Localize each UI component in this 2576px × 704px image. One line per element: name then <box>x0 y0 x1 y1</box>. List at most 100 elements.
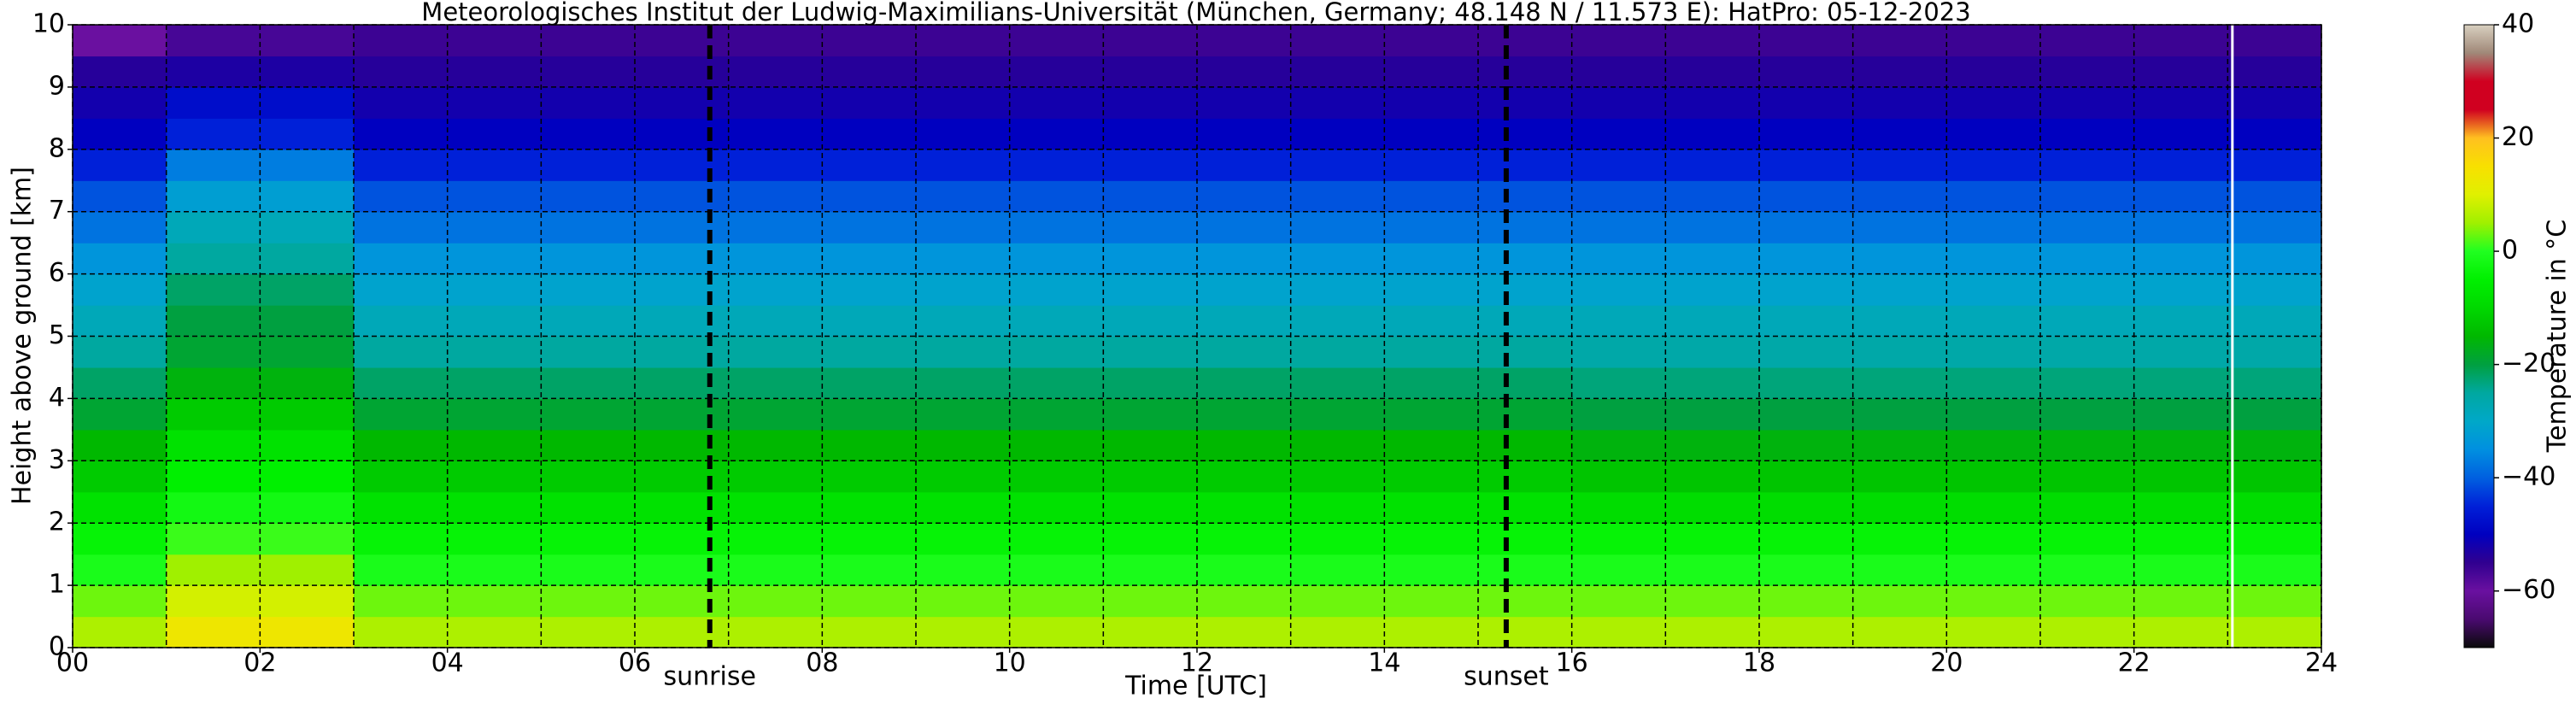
heatmap-cell <box>635 336 730 368</box>
heatmap-cell <box>916 554 1011 586</box>
heatmap-cell <box>354 429 449 461</box>
heatmap-cell <box>916 429 1011 461</box>
heatmap-cell <box>1759 461 1854 493</box>
heatmap-cell <box>1290 367 1385 399</box>
heatmap-cell <box>1852 554 1947 586</box>
heatmap-cell <box>1946 491 2041 524</box>
heatmap-cell <box>73 118 167 150</box>
heatmap-cell <box>73 305 167 337</box>
heatmap-cell <box>260 56 355 88</box>
heatmap-cell <box>354 367 449 399</box>
heatmap-cell <box>166 180 261 213</box>
heatmap-cell <box>447 86 542 119</box>
chart-title: Meteorologisches Institut der Ludwig-Max… <box>421 0 1970 26</box>
heatmap-cell <box>166 461 261 493</box>
heatmap-cell <box>2040 585 2135 618</box>
heatmap-cell <box>2040 523 2135 555</box>
heatmap-cell <box>2227 56 2322 88</box>
heatmap-cell <box>1009 180 1104 213</box>
heatmap-cell <box>2133 149 2228 181</box>
heatmap-cell <box>2227 305 2322 337</box>
heatmap-cell <box>728 367 823 399</box>
heatmap-cell <box>2133 367 2228 399</box>
heatmap-cell <box>1290 429 1385 461</box>
heatmap-cell <box>166 554 261 586</box>
heatmap-cell <box>73 398 167 431</box>
heatmap-cell <box>635 491 730 524</box>
heatmap-cell <box>1946 273 2041 306</box>
heatmap-cell <box>1759 180 1854 213</box>
heatmap-cell <box>1665 243 1760 275</box>
heatmap-cell <box>1009 336 1104 368</box>
heatmap-cell <box>1665 585 1760 618</box>
heatmap-cell <box>916 273 1011 306</box>
heatmap-cell <box>728 585 823 618</box>
heatmap-cell <box>260 554 355 586</box>
heatmap-cell <box>1103 243 1198 275</box>
heatmap-cell <box>1852 398 1947 431</box>
heatmap-cell <box>1852 149 1947 181</box>
heatmap-cell <box>822 367 917 399</box>
heatmap-cell <box>2133 86 2228 119</box>
heatmap-cell <box>1852 336 1947 368</box>
heatmap-cell <box>2040 336 2135 368</box>
heatmap-cell <box>1290 243 1385 275</box>
heatmap-cell <box>1384 585 1479 618</box>
heatmap-cell <box>2133 491 2228 524</box>
heatmap-cell <box>1852 367 1947 399</box>
y-tick-label: 3 <box>49 445 65 475</box>
heatmap-cell <box>728 56 823 88</box>
heatmap-cell <box>354 211 449 243</box>
heatmap-cell <box>822 398 917 431</box>
heatmap-cell <box>1103 461 1198 493</box>
heatmap-cell <box>1571 243 1666 275</box>
heatmap-cell <box>447 429 542 461</box>
heatmap-cell <box>916 211 1011 243</box>
heatmap-cell <box>1571 491 1666 524</box>
x-tick-label: 20 <box>1930 648 1963 678</box>
heatmap-cell <box>447 25 542 57</box>
heatmap-cell <box>260 616 355 648</box>
heatmap-cell <box>1665 273 1760 306</box>
heatmap-cell <box>1571 56 1666 88</box>
heatmap-cell <box>1759 585 1854 618</box>
heatmap-cell <box>354 616 449 648</box>
heatmap-cell <box>1103 616 1198 648</box>
heatmap-cell <box>1478 585 1573 618</box>
heatmap-cell <box>2133 273 2228 306</box>
heatmap-cell <box>1946 211 2041 243</box>
colorbar <box>2463 24 2495 648</box>
heatmap-cell <box>1290 554 1385 586</box>
heatmap-cell <box>2133 25 2228 57</box>
heatmap-cell <box>260 180 355 213</box>
heatmap-cell <box>1571 305 1666 337</box>
y-axis-label: Height above ground [km] <box>8 167 38 505</box>
heatmap-cell <box>73 56 167 88</box>
y-tick-label: 5 <box>49 320 65 350</box>
heatmap-cell <box>1290 305 1385 337</box>
heatmap-cell <box>2227 180 2322 213</box>
heatmap-cell <box>73 180 167 213</box>
heatmap-cell <box>1571 118 1666 150</box>
heatmap-cell <box>1290 273 1385 306</box>
heatmap-cell <box>1103 429 1198 461</box>
heatmap-cell <box>1946 180 2041 213</box>
heatmap-cell <box>916 461 1011 493</box>
heatmap-cell <box>1478 398 1573 431</box>
heatmap-cell <box>1290 211 1385 243</box>
heatmap-cell <box>1852 429 1947 461</box>
heatmap-cell <box>541 616 636 648</box>
heatmap-cell <box>73 616 167 648</box>
heatmap-cell <box>166 211 261 243</box>
heatmap-cell <box>1103 118 1198 150</box>
heatmap-cell <box>73 149 167 181</box>
heatmap-cell <box>541 491 636 524</box>
heatmap-cell <box>916 149 1011 181</box>
heatmap-cell <box>1290 461 1385 493</box>
heatmap-cell <box>728 86 823 119</box>
heatmap-cell <box>1197 211 1292 243</box>
y-tick-label: 2 <box>49 507 65 537</box>
heatmap-cell <box>635 243 730 275</box>
colorbar-tick-label: −60 <box>2502 575 2555 605</box>
